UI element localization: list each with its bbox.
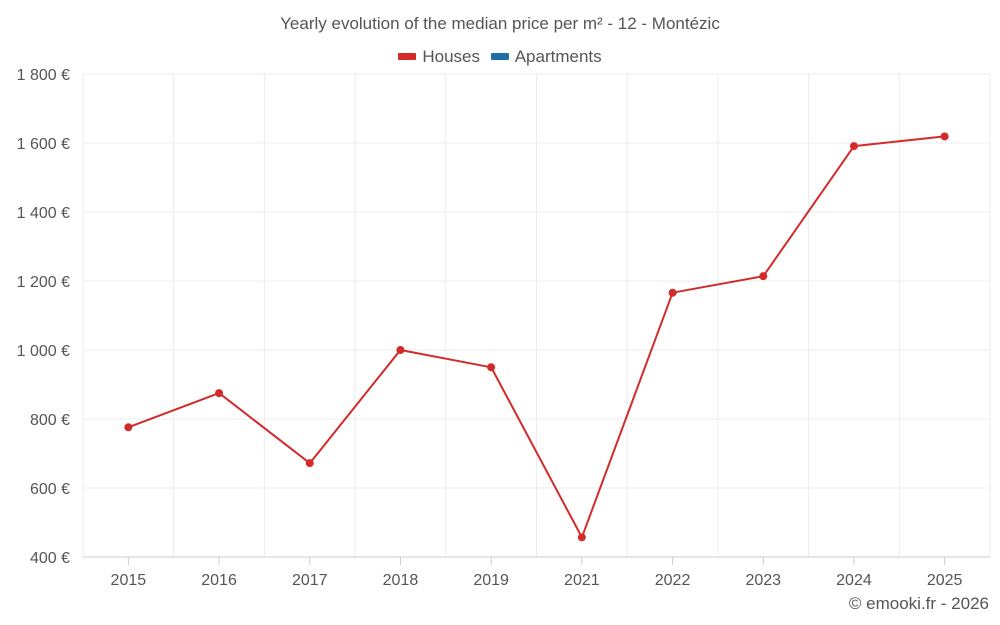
data-point-houses-2023 <box>759 272 768 281</box>
x-tick-label: 2025 <box>927 572 963 589</box>
data-point-houses-2016 <box>215 389 224 398</box>
data-point-houses-2024 <box>849 142 858 151</box>
x-tick-label: 2018 <box>383 572 419 589</box>
x-tick-label: 2021 <box>564 572 600 589</box>
y-tick-label: 1 600 € <box>17 136 70 153</box>
credit-text: © emooki.fr - 2026 <box>848 594 989 613</box>
data-point-houses-2019 <box>487 363 496 372</box>
chart-legend: Houses Apartments <box>0 45 1000 67</box>
data-point-houses-2018 <box>396 346 405 354</box>
legend-label-apartments: Apartments <box>514 46 602 66</box>
legend-item-houses[interactable]: Houses <box>398 47 480 67</box>
data-point-houses-2022 <box>668 288 677 297</box>
legend-item-apartments[interactable]: Apartments <box>490 46 602 67</box>
y-tick-label: 600 € <box>30 481 70 498</box>
x-tick-label: 2024 <box>836 572 872 589</box>
legend-swatch-houses <box>398 53 417 60</box>
x-tick-label: 2015 <box>111 572 147 589</box>
y-tick-label: 1 400 € <box>17 205 70 222</box>
y-tick-label: 1 000 € <box>17 343 70 360</box>
x-tick-label: 2017 <box>292 572 328 589</box>
data-point-houses-2017 <box>305 459 314 468</box>
x-tick-label: 2019 <box>473 572 509 589</box>
x-tick-label: 2022 <box>655 572 691 589</box>
x-tick-label: 2023 <box>745 572 781 589</box>
data-point-houses-2025 <box>940 132 949 141</box>
data-point-houses-2015 <box>124 423 133 432</box>
y-tick-label: 1 200 € <box>17 274 70 291</box>
y-tick-label: 800 € <box>30 412 70 429</box>
legend-label-houses: Houses <box>422 46 480 66</box>
x-tick-label: 2016 <box>201 572 237 589</box>
legend-swatch-apartments <box>490 53 509 60</box>
series-line-houses <box>127 135 945 539</box>
chart-title: Yearly evolution of the median price per… <box>280 14 720 33</box>
y-tick-label: 1 800 € <box>17 67 70 84</box>
y-tick-label: 400 € <box>30 550 70 567</box>
data-point-houses-2021 <box>577 533 586 542</box>
